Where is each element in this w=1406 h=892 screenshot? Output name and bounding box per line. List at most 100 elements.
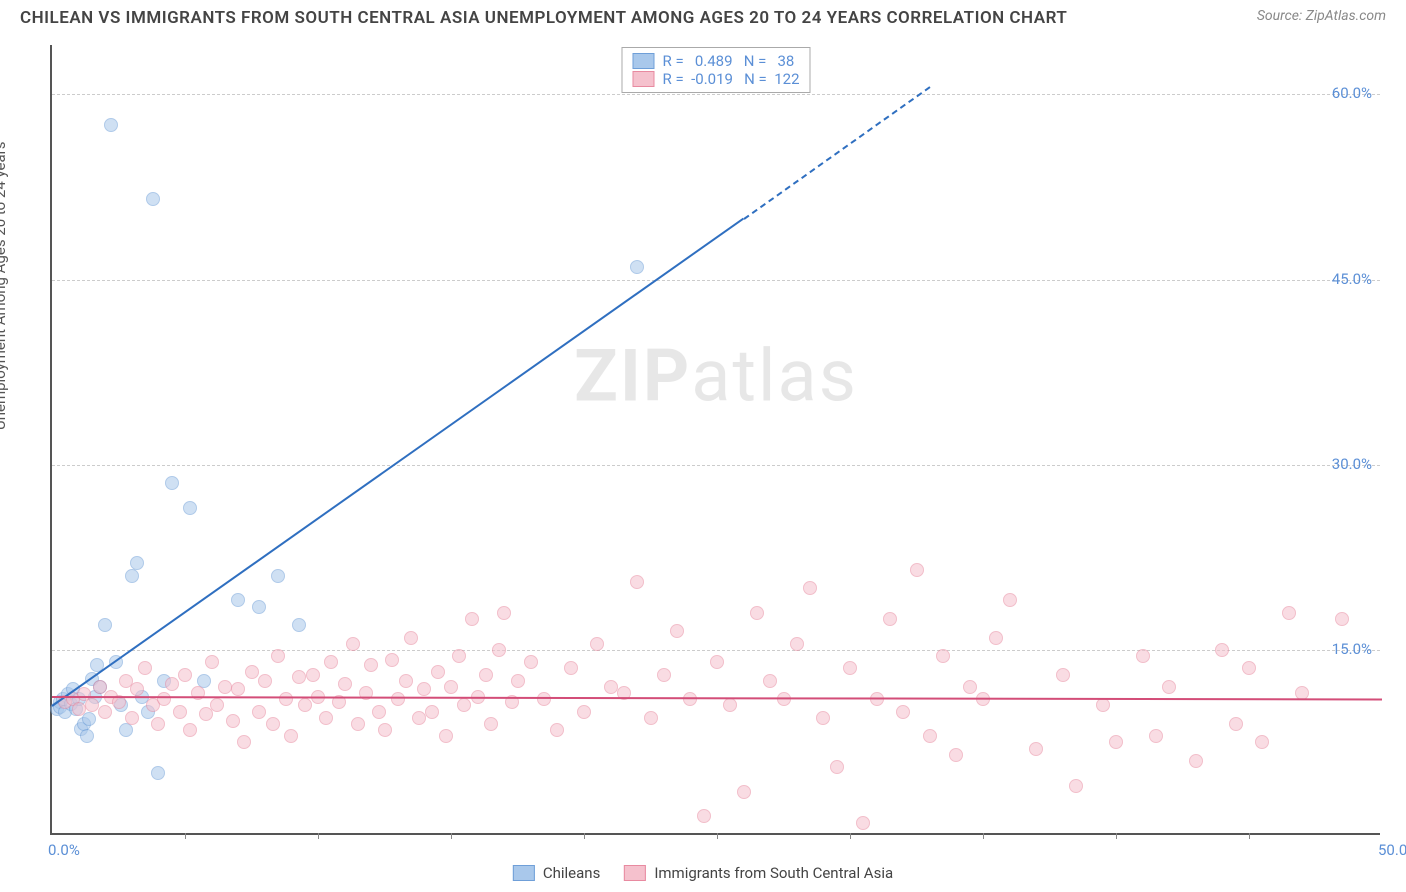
scatter-point	[226, 714, 240, 728]
scatter-point	[1162, 680, 1176, 694]
scatter-point	[750, 606, 764, 620]
scatter-point	[524, 655, 538, 669]
scatter-point	[245, 665, 259, 679]
legend-row: R = 0.489 N = 38	[632, 52, 799, 70]
scatter-point	[72, 702, 86, 716]
scatter-point	[258, 674, 272, 688]
scatter-point	[1056, 668, 1070, 682]
y-tick-label: 15.0%	[1332, 640, 1372, 658]
scatter-point	[1242, 661, 1256, 675]
legend-swatch	[624, 865, 646, 881]
scatter-point	[252, 600, 266, 614]
scatter-point	[338, 677, 352, 691]
scatter-point	[550, 723, 564, 737]
scatter-point	[910, 563, 924, 577]
scatter-point	[830, 760, 844, 774]
scatter-point	[412, 711, 426, 725]
scatter-point	[644, 711, 658, 725]
chart-title: CHILEAN VS IMMIGRANTS FROM SOUTH CENTRAL…	[20, 8, 1067, 28]
scatter-point	[165, 677, 179, 691]
source-label: Source: ZipAtlas.com	[1257, 8, 1386, 24]
scatter-point	[1215, 643, 1229, 657]
scatter-point	[178, 668, 192, 682]
scatter-point	[146, 192, 160, 206]
scatter-point	[790, 637, 804, 651]
y-tick-label: 60.0%	[1332, 84, 1372, 102]
scatter-point	[138, 661, 152, 675]
legend-text: R = -0.019 N = 122	[662, 70, 799, 88]
scatter-point	[1149, 729, 1163, 743]
trend-line	[51, 218, 744, 707]
scatter-point	[404, 631, 418, 645]
x-minor-tick	[1249, 833, 1250, 839]
scatter-point	[364, 658, 378, 672]
scatter-point	[385, 653, 399, 667]
x-minor-tick	[850, 833, 851, 839]
scatter-point	[417, 682, 431, 696]
scatter-point	[803, 581, 817, 595]
scatter-point	[378, 723, 392, 737]
scatter-point	[537, 692, 551, 706]
scatter-point	[292, 670, 306, 684]
scatter-point	[351, 717, 365, 731]
scatter-point	[763, 674, 777, 688]
scatter-point	[284, 729, 298, 743]
scatter-point	[484, 717, 498, 731]
scatter-point	[151, 717, 165, 731]
scatter-point	[151, 766, 165, 780]
scatter-point	[604, 680, 618, 694]
scatter-point	[324, 655, 338, 669]
scatter-point	[737, 785, 751, 799]
legend-text: R = 0.489 N = 38	[662, 52, 794, 70]
scatter-point	[1096, 698, 1110, 712]
scatter-point	[85, 698, 99, 712]
scatter-point	[843, 661, 857, 675]
y-axis-label: Unemployment Among Ages 20 to 24 years	[0, 142, 9, 430]
legend-item: Immigrants from South Central Asia	[624, 864, 893, 882]
gridline-h	[52, 650, 1380, 651]
scatter-point	[989, 631, 1003, 645]
scatter-point	[492, 643, 506, 657]
scatter-point	[391, 692, 405, 706]
scatter-point	[452, 649, 466, 663]
x-minor-tick	[318, 833, 319, 839]
scatter-point	[98, 705, 112, 719]
scatter-point	[1335, 612, 1349, 626]
scatter-point	[497, 606, 511, 620]
scatter-point	[479, 668, 493, 682]
scatter-point	[165, 476, 179, 490]
x-tick-label: 50.0%	[1378, 841, 1406, 859]
legend-label: Chileans	[543, 864, 600, 882]
scatter-point	[279, 692, 293, 706]
scatter-point	[1229, 717, 1243, 731]
scatter-point	[425, 705, 439, 719]
scatter-point	[670, 624, 684, 638]
x-tick-label: 0.0%	[48, 841, 80, 859]
x-minor-tick	[185, 833, 186, 839]
legend-series: Chileans Immigrants from South Central As…	[513, 864, 893, 882]
scatter-point	[119, 723, 133, 737]
scatter-point	[183, 501, 197, 515]
scatter-point	[710, 655, 724, 669]
scatter-point	[125, 711, 139, 725]
scatter-point	[271, 569, 285, 583]
scatter-point	[399, 674, 413, 688]
scatter-point	[157, 692, 171, 706]
scatter-point	[963, 680, 977, 694]
scatter-point	[173, 705, 187, 719]
scatter-point	[465, 612, 479, 626]
legend-swatch	[632, 53, 654, 69]
scatter-point	[1136, 649, 1150, 663]
legend-swatch	[632, 71, 654, 87]
scatter-point	[231, 682, 245, 696]
scatter-point	[883, 612, 897, 626]
scatter-point	[271, 649, 285, 663]
scatter-point	[266, 717, 280, 731]
scatter-point	[1109, 735, 1123, 749]
scatter-point	[923, 729, 937, 743]
scatter-point	[306, 668, 320, 682]
scatter-point	[896, 705, 910, 719]
scatter-point	[205, 655, 219, 669]
scatter-point	[630, 575, 644, 589]
scatter-point	[218, 680, 232, 694]
